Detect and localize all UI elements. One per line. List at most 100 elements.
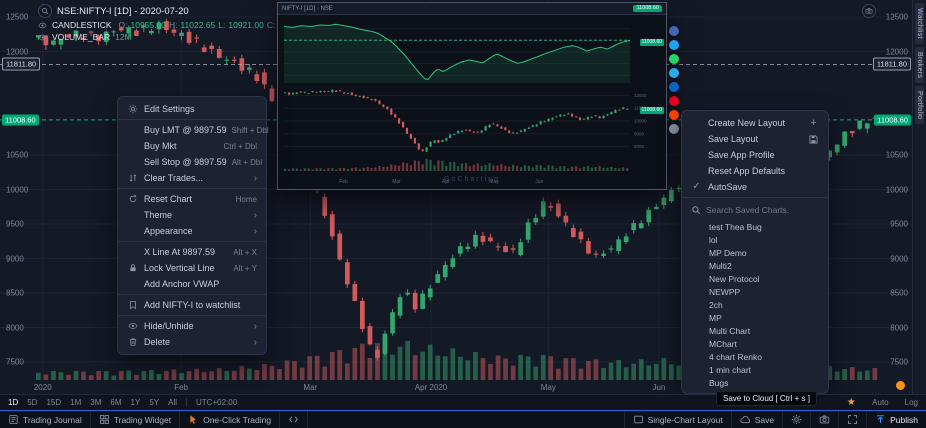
saved-chart-item-new-protocol[interactable]: New Protocol — [709, 273, 760, 284]
statusbar-camera[interactable] — [810, 411, 838, 428]
symbol-search-icon[interactable] — [38, 4, 52, 18]
study-name: CANDLESTICK — [52, 20, 112, 30]
context-menu-item-delete[interactable]: Delete › — [118, 334, 266, 350]
share-facebook-icon[interactable] — [669, 26, 679, 36]
saved-chart-item-mp-demo[interactable]: MP Demo — [709, 247, 747, 258]
sidebar-tab-portfolio[interactable]: Portfolio — [915, 86, 924, 125]
statusbar-code[interactable] — [280, 411, 309, 428]
context-menu-item-lock-vertical-line[interactable]: Lock Vertical Line Alt + Y — [118, 260, 266, 276]
time-axis-label: Mar — [303, 383, 318, 392]
share-whatsapp-icon[interactable] — [669, 54, 679, 64]
saved-chart-item-test-thea-bug[interactable]: test Thea Bug — [709, 221, 762, 232]
timeframe-1m[interactable]: 1M — [70, 398, 82, 407]
mini-price-chip: 11008.60 — [639, 39, 664, 46]
layout-menu-item-save-layout[interactable]: Save Layout — [682, 131, 828, 147]
axis-tick: 12500 — [885, 12, 908, 22]
sidebar-tab-brokers[interactable]: Brokers — [915, 46, 924, 84]
saved-chart-item-2ch[interactable]: 2ch — [709, 299, 723, 310]
saved-chart-item-lol[interactable]: lol — [709, 234, 718, 245]
cloud-icon — [740, 414, 751, 425]
study-row-candlestick[interactable]: CANDLESTICK O: 10955.00 H: 11022.65 L: 10921.… — [38, 20, 308, 30]
menu-item-label: Delete — [144, 337, 171, 347]
svg-text:Jun: Jun — [535, 179, 543, 185]
context-menu-item-add-nifty-i-to-watchlist[interactable]: Add NIFTY-I to watchlist — [118, 297, 266, 313]
sidebar-tab-watchlist[interactable]: Watchlist — [915, 3, 924, 44]
star-icon[interactable]: ★ — [846, 396, 856, 408]
context-menu-item-theme[interactable]: Theme › — [118, 207, 266, 223]
saved-chart-item-bugs[interactable]: Bugs — [709, 377, 729, 388]
context-menu-item-appearance[interactable]: Appearance › — [118, 223, 266, 239]
context-menu-item-hide-unhide[interactable]: Hide/Unhide › — [118, 318, 266, 334]
share-email-icon[interactable] — [669, 124, 679, 134]
submenu-chevron: › — [253, 172, 257, 184]
context-menu-item-x-line-at-9897-59[interactable]: X Line At 9897.59 Alt + X — [118, 244, 266, 260]
menu-shortcut: Alt + Y — [233, 263, 257, 273]
timeframe-6m[interactable]: 6M — [110, 398, 122, 407]
timeframe-5y[interactable]: 5Y — [149, 398, 160, 407]
share-twitter-icon[interactable] — [669, 40, 679, 50]
timeframe-5d[interactable]: 5D — [27, 398, 38, 407]
statusbar-trading-journal[interactable]: Trading Journal — [0, 411, 91, 428]
camera-icon — [819, 414, 830, 425]
share-telegram-icon[interactable] — [669, 68, 679, 78]
share-linkedin-icon[interactable] — [669, 82, 679, 92]
context-menu-item-reset-chart[interactable]: Reset Chart Home — [118, 191, 266, 207]
right-price-axis[interactable]: 12500 12000 10500 10000 9500 9000 8500 8000 7500… — [872, 0, 912, 380]
statusbar-expand[interactable] — [838, 411, 866, 428]
timeframe-15d[interactable]: 15D — [46, 398, 62, 407]
timeframe-3m[interactable]: 3M — [90, 398, 102, 407]
context-menu-item-add-anchor-vwap[interactable]: Add Anchor VWAP — [118, 276, 266, 292]
saved-chart-item-multi-chart[interactable]: Multi Chart — [709, 325, 751, 336]
statusbar-publish[interactable]: Publish — [866, 411, 926, 428]
saved-chart-item-mchart[interactable]: MChart — [709, 338, 737, 349]
ohlc-value: 10955.00 — [130, 20, 166, 30]
saved-chart-item-multi2[interactable]: Multi2 — [709, 260, 732, 271]
visibility-icon[interactable] — [38, 21, 47, 30]
time-axis[interactable]: 2020 Feb Mar Apr 2020 May Jun — [0, 382, 880, 394]
statusbar-trading-widget[interactable]: Trading Widget — [91, 411, 181, 428]
timezone-label[interactable]: UTC+02:00 — [196, 398, 238, 407]
context-menu-item-buy-mkt[interactable]: Buy Mkt Ctrl + Dbl — [118, 138, 266, 154]
timeframe-bar: 1D 5D 15D 1M 3M 6M 1Y 5Y All UTC+02:00 ★ Auto Log — [0, 394, 926, 410]
statusbar-one-click-trading[interactable]: One-Click Trading — [180, 411, 281, 428]
right-sidebar: Watchlist Brokers Portfolio — [912, 0, 926, 394]
share-pinterest-icon[interactable] — [669, 96, 679, 106]
share-chart-icon[interactable] — [862, 4, 876, 18]
saved-charts-search-input[interactable] — [706, 205, 819, 215]
saved-chart-item-4-chart-renko[interactable]: 4 chart Renko — [709, 351, 762, 362]
statusbar-label: Trading Journal — [23, 414, 82, 425]
context-menu-item-sell-stop-9897-59[interactable]: Sell Stop @ 9897.59 Alt + Dbl — [118, 154, 266, 170]
scale-toggle-auto[interactable]: Auto — [872, 398, 889, 407]
context-menu-item-buy-lmt-9897-59[interactable]: Buy LMT @ 9897.59 Shift + Dbl — [118, 122, 269, 138]
submenu-chevron: › — [253, 336, 257, 348]
saved-chart-item-newpp[interactable]: NEWPP — [709, 286, 741, 297]
statusbar-save[interactable]: Save — [730, 411, 782, 428]
statusbar-single-chart-layout[interactable]: Single-Chart Layout — [623, 411, 731, 428]
menu-shortcut: Alt + X — [233, 247, 257, 257]
layout-menu-item-autosave[interactable]: ✓ AutoSave — [682, 179, 828, 195]
timeframe-all[interactable]: All — [168, 398, 178, 407]
statusbar-gear[interactable] — [782, 411, 810, 428]
visibility-icon[interactable] — [38, 33, 47, 42]
layout-menu-item-reset-app-defaults[interactable]: Reset App Defaults — [682, 163, 828, 179]
layout-menu-item-save-app-profile[interactable]: Save App Profile — [682, 147, 828, 163]
layout-menu-item-create-new-layout[interactable]: Create New Layout + — [682, 115, 828, 131]
left-price-axis[interactable]: 12500 12000 10500 10000 9500 9000 8500 8000 7500… — [0, 0, 41, 380]
menu-item-label: Create New Layout — [708, 118, 786, 128]
axis-tick: 10500 — [885, 150, 908, 160]
scale-toggle-log[interactable]: Log — [904, 398, 918, 407]
saved-charts-search[interactable] — [682, 200, 828, 220]
context-menu-item-clear-trades[interactable]: Clear Trades... › — [118, 170, 266, 186]
svg-text:12000: 12000 — [634, 93, 647, 98]
statusbar-label: One-Click Trading — [203, 414, 272, 425]
timeframe-1d[interactable]: 1D — [8, 398, 19, 407]
saved-chart-item-1-min-chart[interactable]: 1 min chart — [709, 364, 752, 375]
saved-chart-item-mp[interactable]: MP — [709, 312, 722, 323]
menu-item-label: Save Layout — [708, 134, 759, 144]
scroll-to-latest-button[interactable] — [896, 381, 905, 390]
context-menu-item-edit-settings[interactable]: Edit Settings — [118, 101, 266, 117]
study-row-volume[interactable]: VOLUME_BAR 12M — [38, 32, 308, 42]
timeframe-1y[interactable]: 1Y — [130, 398, 141, 407]
share-reddit-icon[interactable] — [669, 110, 679, 120]
ohlc-value: 11022.65 — [180, 20, 216, 30]
